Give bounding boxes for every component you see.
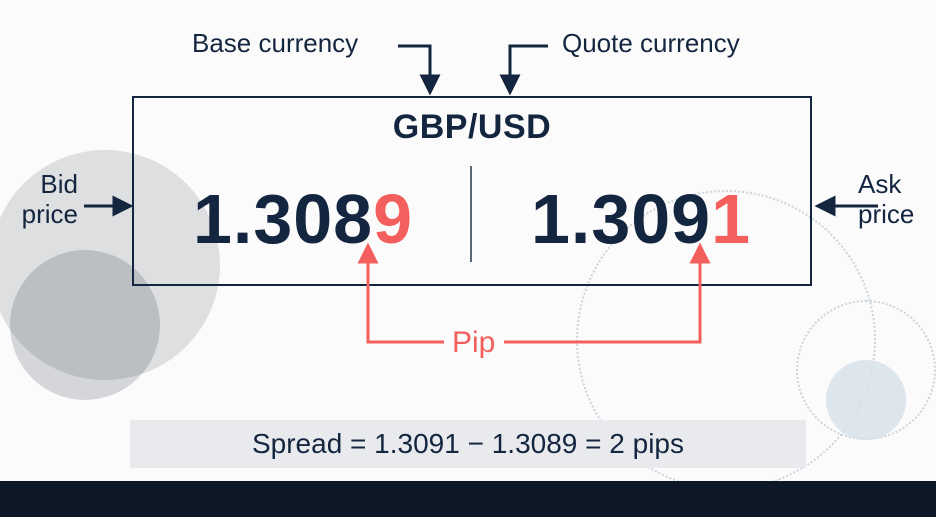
bottom-bar xyxy=(0,481,936,517)
bid-price-main: 1.308 xyxy=(193,180,373,258)
diagram-stage: Base currency Quote currency Bid price A… xyxy=(0,0,936,517)
bid-price-cell: 1.3089 xyxy=(134,154,472,284)
bg-circle-blue-small xyxy=(826,360,906,440)
arrow-base-currency xyxy=(398,46,430,92)
spread-bar: Spread = 1.3091 − 1.3089 = 2 pips xyxy=(130,420,806,468)
ask-price-main: 1.309 xyxy=(531,180,711,258)
currency-pair-row: GBP/USD xyxy=(134,98,810,154)
label-ask-price: Ask price xyxy=(858,170,928,230)
ask-price-pip-digit: 1 xyxy=(711,180,751,258)
quote-box: GBP/USD 1.3089 1.3091 xyxy=(132,96,812,286)
ask-price-cell: 1.3091 xyxy=(472,154,810,284)
label-bid-price: Bid price xyxy=(8,170,78,230)
label-ask-line1: Ask xyxy=(858,169,901,199)
label-pip: Pip xyxy=(452,326,495,360)
label-bid-line2: price xyxy=(22,199,78,229)
label-quote-currency: Quote currency xyxy=(562,28,740,59)
label-ask-line2: price xyxy=(858,199,914,229)
arrow-quote-currency xyxy=(510,46,548,92)
spread-text: Spread = 1.3091 − 1.3089 = 2 pips xyxy=(252,428,684,460)
currency-pair-text: GBP/USD xyxy=(393,98,551,147)
label-base-currency: Base currency xyxy=(192,28,358,59)
bid-price-pip-digit: 9 xyxy=(373,180,413,258)
prices-row: 1.3089 1.3091 xyxy=(134,154,810,284)
ask-price-value: 1.3091 xyxy=(531,184,751,254)
label-bid-line1: Bid xyxy=(40,169,78,199)
bid-price-value: 1.3089 xyxy=(193,184,413,254)
